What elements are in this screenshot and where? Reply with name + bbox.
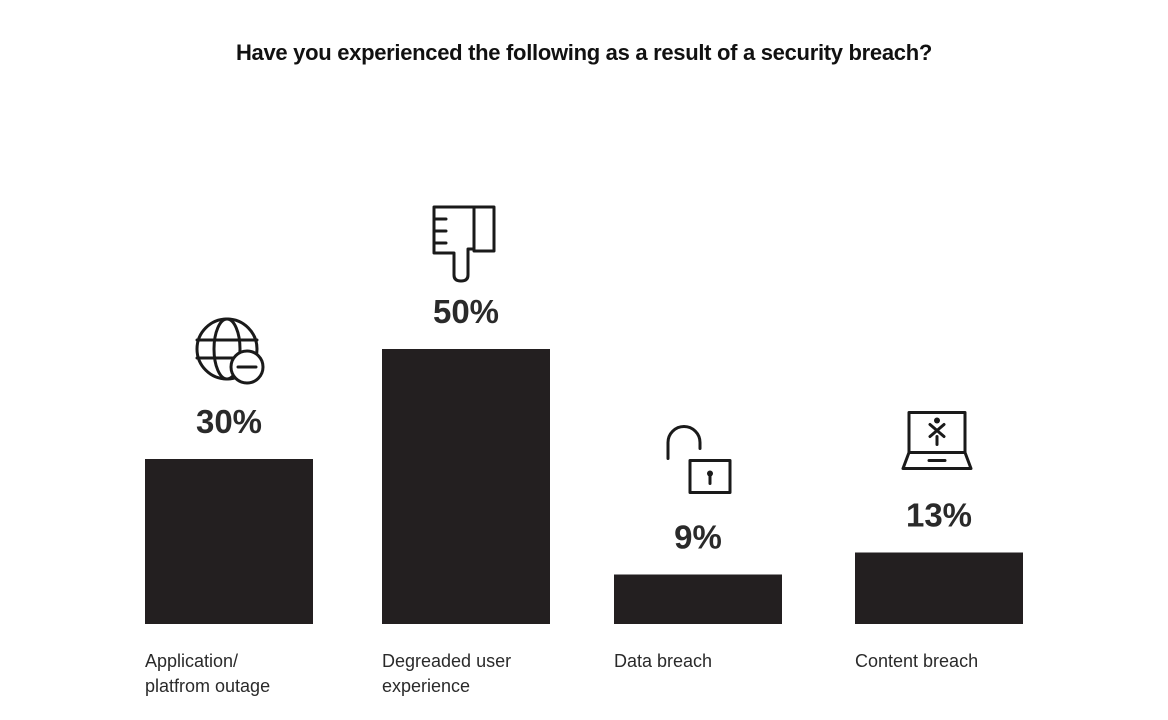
chart-title: Have you experienced the following as a … bbox=[235, 40, 933, 65]
category-label: Data breach bbox=[614, 651, 712, 671]
value-label: 50% bbox=[433, 293, 499, 330]
category-label: Content breach bbox=[855, 651, 978, 671]
bar bbox=[145, 459, 313, 624]
bar bbox=[855, 552, 1023, 624]
bar bbox=[614, 574, 782, 624]
bar bbox=[382, 349, 550, 624]
category-label: Degreaded user bbox=[382, 651, 511, 671]
thumbs-down-icon bbox=[432, 205, 496, 283]
category-label: experience bbox=[382, 676, 470, 696]
category-label: Application/ bbox=[145, 651, 238, 671]
value-label: 9% bbox=[674, 519, 722, 556]
laptop-alert-icon bbox=[901, 411, 973, 470]
value-label: 30% bbox=[196, 403, 262, 440]
category-label: platfrom outage bbox=[145, 676, 270, 696]
globe-minus-icon bbox=[195, 317, 265, 385]
value-label: 13% bbox=[906, 497, 972, 534]
unlocked-padlock-icon bbox=[666, 425, 732, 494]
